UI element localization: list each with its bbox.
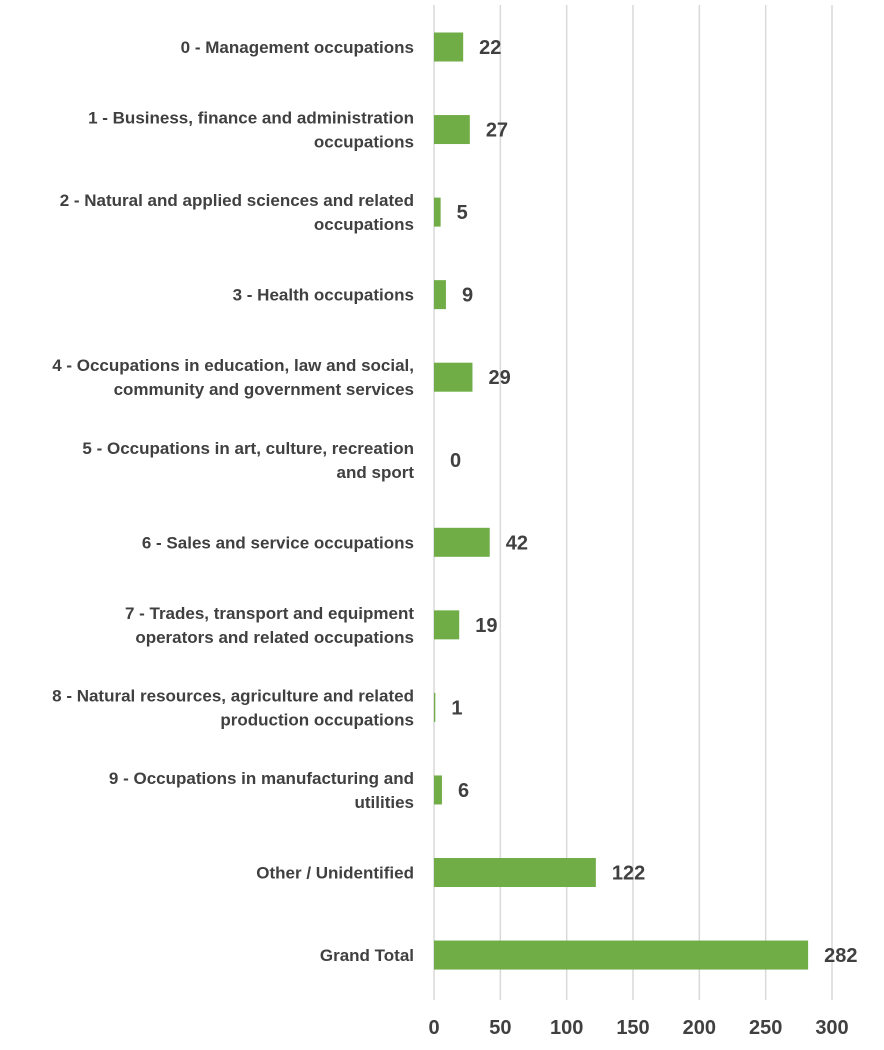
x-tick-label: 200 bbox=[683, 1017, 716, 1039]
bar bbox=[434, 115, 470, 145]
bar bbox=[434, 32, 464, 62]
category-label: production occupations bbox=[220, 710, 414, 729]
x-tick-label: 300 bbox=[815, 1017, 848, 1039]
bar bbox=[434, 280, 446, 310]
bar bbox=[434, 527, 490, 557]
category-label: 7 - Trades, transport and equipment bbox=[125, 604, 414, 623]
bar bbox=[434, 362, 473, 392]
bar bbox=[434, 197, 441, 227]
bar bbox=[434, 610, 460, 640]
bar bbox=[434, 858, 596, 887]
category-label: community and government services bbox=[114, 380, 414, 399]
data-label: 27 bbox=[486, 120, 508, 142]
data-label: 29 bbox=[488, 367, 510, 389]
category-label: 8 - Natural resources, agriculture and r… bbox=[52, 686, 414, 705]
category-label: 5 - Occupations in art, culture, recreat… bbox=[82, 439, 414, 458]
data-label: 5 bbox=[457, 202, 468, 224]
category-label: Other / Unidentified bbox=[256, 864, 414, 883]
gridlines bbox=[433, 5, 833, 1000]
category-label: operators and related occupations bbox=[135, 628, 414, 647]
bars bbox=[434, 32, 809, 970]
data-label: 9 bbox=[462, 285, 473, 307]
category-label: occupations bbox=[314, 133, 414, 152]
category-label: Grand Total bbox=[320, 946, 414, 965]
data-label: 282 bbox=[824, 945, 857, 967]
data-label: 1 bbox=[451, 697, 462, 719]
bar bbox=[434, 692, 436, 722]
category-label: 4 - Occupations in education, law and so… bbox=[52, 356, 414, 375]
bar bbox=[434, 775, 442, 805]
category-label: 6 - Sales and service occupations bbox=[142, 533, 414, 552]
x-tick-label: 0 bbox=[428, 1017, 439, 1039]
category-label: 9 - Occupations in manufacturing and bbox=[109, 769, 414, 788]
data-label: 0 bbox=[450, 450, 461, 472]
x-axis-tick-labels: 0 50 100 150 200 250 300 bbox=[428, 1017, 848, 1039]
category-label: utilities bbox=[354, 793, 414, 812]
data-label: 122 bbox=[612, 863, 645, 885]
data-label: 42 bbox=[506, 532, 528, 554]
category-label: 2 - Natural and applied sciences and rel… bbox=[60, 191, 414, 210]
category-label: 0 - Management occupations bbox=[181, 38, 414, 57]
x-tick-label: 250 bbox=[749, 1017, 782, 1039]
category-label: 1 - Business, finance and administration bbox=[88, 109, 414, 128]
x-tick-label: 150 bbox=[616, 1017, 649, 1039]
x-tick-label: 50 bbox=[489, 1017, 511, 1039]
category-label: occupations bbox=[314, 215, 414, 234]
x-tick-label: 100 bbox=[550, 1017, 583, 1039]
category-labels: 0 - Management occupations 1 - Business, … bbox=[52, 38, 414, 965]
data-label: 22 bbox=[479, 37, 501, 59]
category-label: 3 - Health occupations bbox=[233, 286, 414, 305]
category-label: and sport bbox=[337, 463, 415, 482]
data-label: 6 bbox=[458, 780, 469, 802]
data-label: 19 bbox=[475, 615, 497, 637]
data-labels: 22 27 5 9 29 0 42 19 1 6 122 282 bbox=[450, 37, 857, 967]
bar bbox=[434, 940, 809, 970]
